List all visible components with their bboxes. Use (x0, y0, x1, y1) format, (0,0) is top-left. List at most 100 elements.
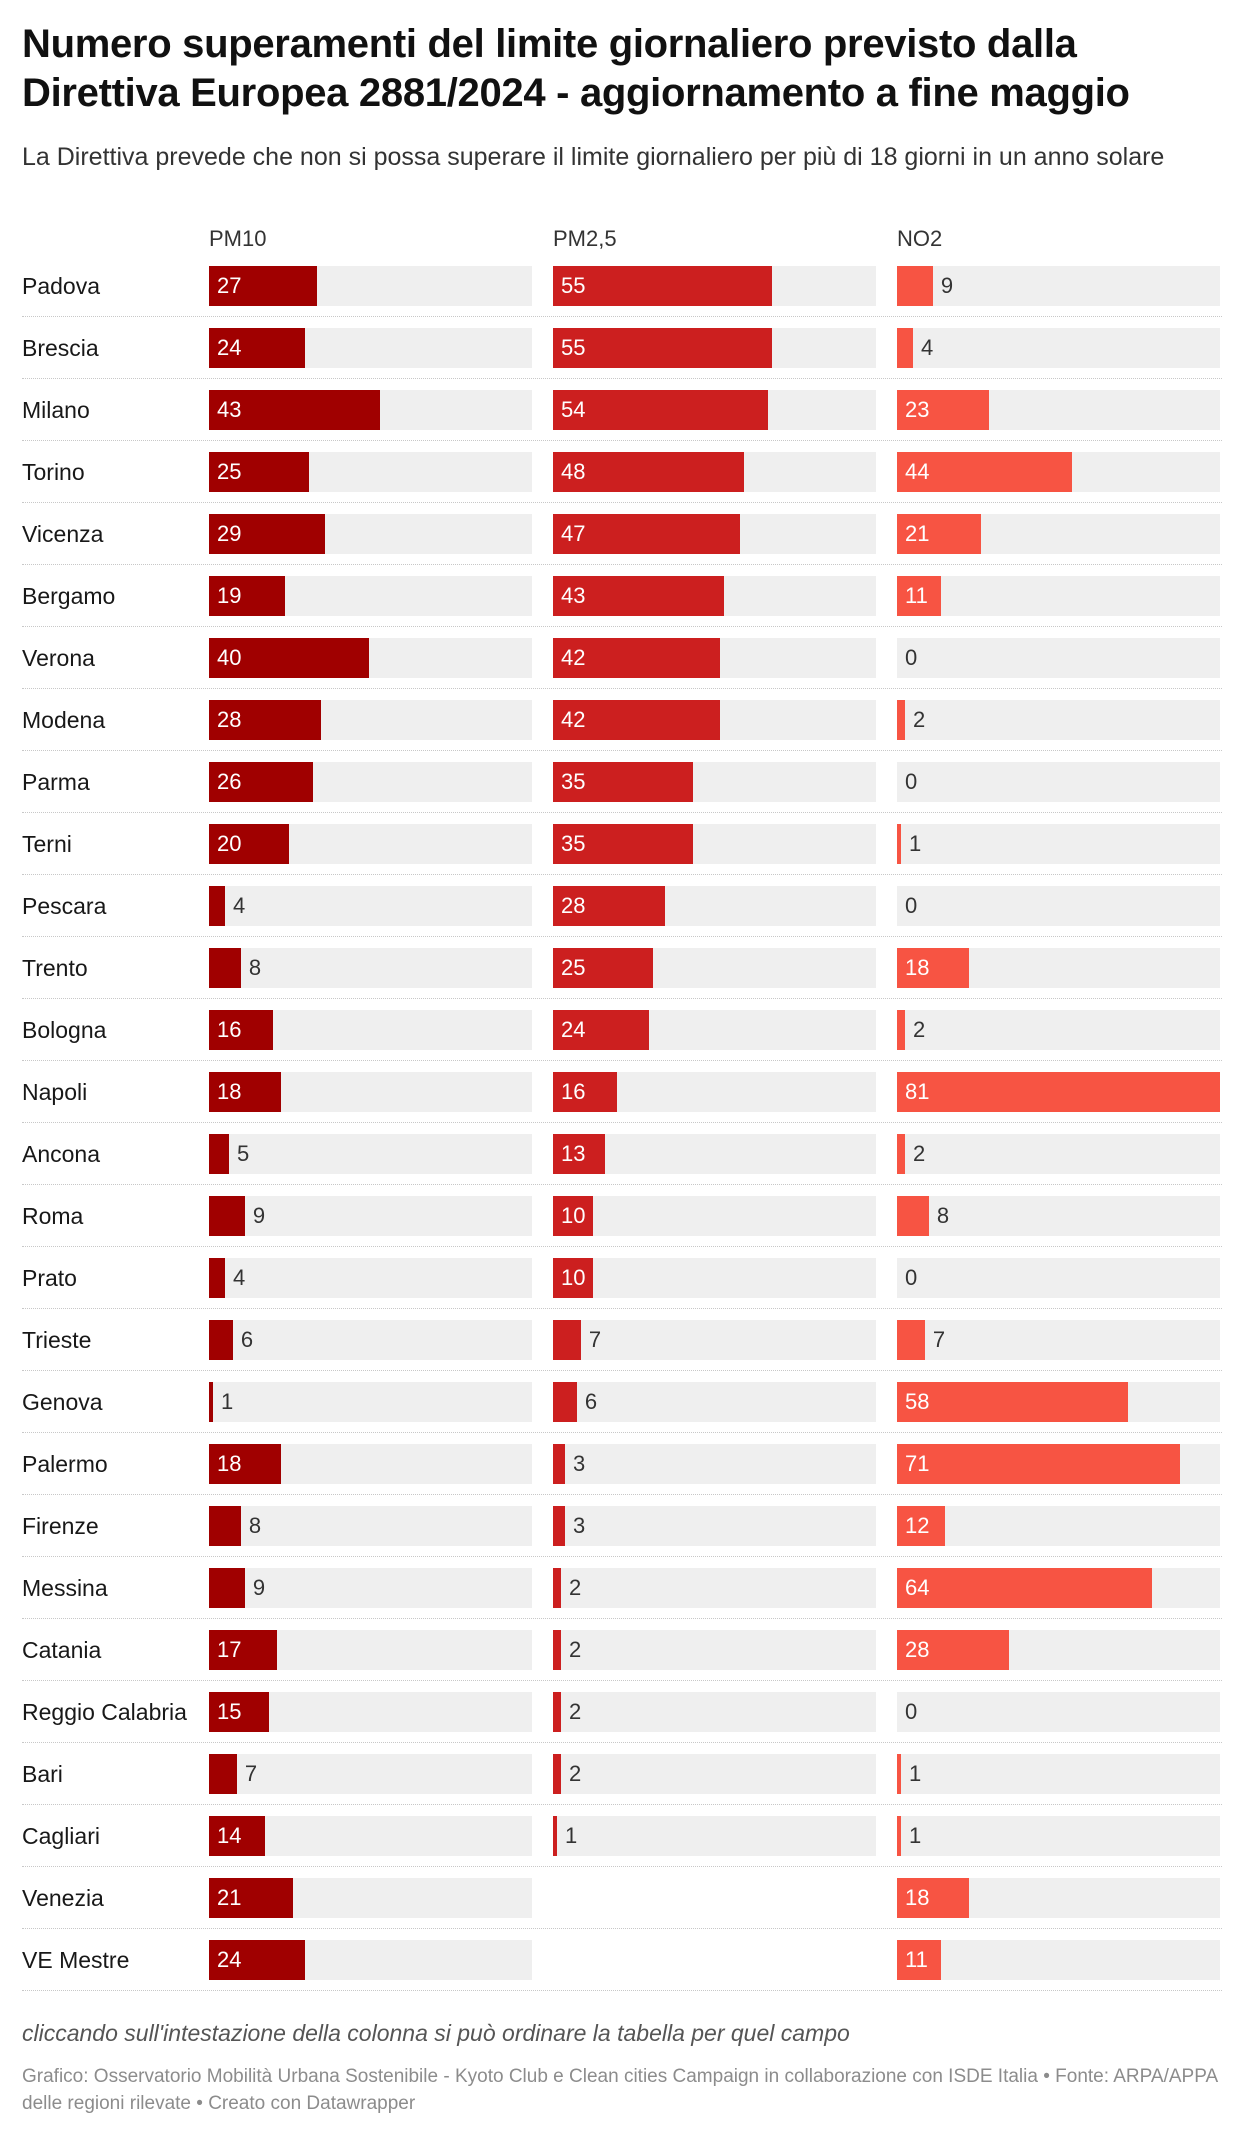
pm10-value-label: 9 (252, 1203, 266, 1228)
pm10-bar-track: 20 (209, 824, 532, 864)
pm10-bar (209, 1506, 241, 1546)
no2-value-label: 0 (905, 645, 918, 670)
pm25-bar-track: 43 (553, 576, 876, 616)
no2-value-label: 18 (905, 1885, 930, 1910)
no2-bar-track: 4 (897, 328, 1220, 368)
no2-value-label: 71 (905, 1451, 930, 1476)
pm25-bar (553, 1382, 577, 1422)
pm10-bar (209, 328, 305, 368)
pm25-bar (553, 1754, 561, 1794)
pm25-bar-track: 16 (553, 1072, 876, 1112)
pm25-bar (553, 1444, 565, 1484)
pm10-bar-track: 9 (209, 1196, 532, 1236)
table-row: Verona 40 42 0 (22, 628, 1222, 689)
no2-bar (897, 1444, 1181, 1484)
table-row: Pescara 4 28 0 (22, 876, 1222, 937)
city-name: Ancona (22, 1141, 101, 1167)
pm10-bar (209, 1072, 281, 1112)
no2-bar (897, 1754, 901, 1794)
pm25-value-label: 54 (561, 397, 586, 422)
table-row: VE Mestre 24 11 (22, 1930, 1222, 1991)
pm25-value-label: 2 (568, 1637, 582, 1662)
city-name: Vicenza (22, 521, 104, 547)
column-header-pm10[interactable]: PM10 (209, 226, 267, 251)
pm25-value-label: 10 (561, 1265, 586, 1290)
no2-bar-track: 21 (897, 514, 1220, 554)
pm10-bar (209, 1382, 213, 1422)
pm10-bar (209, 762, 313, 802)
pm25-value-label: 6 (584, 1389, 598, 1414)
no2-value-label: 23 (905, 397, 930, 422)
pm25-value-label: 35 (561, 769, 586, 794)
table-row: Terni 20 35 1 (22, 814, 1222, 875)
pm25-value-label: 2 (568, 1699, 582, 1724)
no2-value-label: 44 (905, 459, 930, 484)
pm25-bar (553, 1568, 561, 1608)
pm10-bar-track: 9 (209, 1568, 532, 1608)
no2-bar (897, 1320, 925, 1360)
pm25-value-label: 25 (561, 955, 586, 980)
pm10-bar-track: 18 (209, 1444, 532, 1484)
no2-bar (897, 1878, 969, 1918)
city-name: Palermo (22, 1451, 108, 1477)
pm10-value-label: 26 (217, 769, 242, 794)
pm25-bar-track: 48 (553, 452, 876, 492)
pm10-bar-track: 5 (209, 1134, 532, 1174)
pm10-value-label: 43 (217, 397, 242, 422)
city-name: Pescara (22, 893, 107, 919)
no2-value-label: 58 (905, 1389, 930, 1414)
city-name: Roma (22, 1203, 84, 1229)
pm25-value-label: 16 (561, 1079, 586, 1104)
pm25-value-label: 42 (561, 707, 586, 732)
pm25-bar (553, 762, 693, 802)
table-row: Roma 9 10 8 (22, 1186, 1222, 1247)
no2-bar-track: 71 (897, 1444, 1220, 1484)
table-row: Trento 8 25 18 (22, 938, 1222, 999)
pm10-value-label: 17 (217, 1637, 242, 1662)
chart-source: Grafico: Osservatorio Mobilità Urbana So… (22, 2066, 1218, 2114)
city-name: Venezia (22, 1885, 104, 1911)
column-header-pm25[interactable]: PM2,5 (553, 226, 617, 251)
pm10-value-label: 16 (217, 1017, 242, 1042)
pm25-bar (553, 638, 721, 678)
city-name: Prato (22, 1265, 77, 1291)
no2-value-label: 0 (905, 893, 918, 918)
pm25-value-label: 24 (561, 1017, 586, 1042)
city-name: Bologna (22, 1017, 107, 1043)
pm10-value-label: 20 (217, 831, 242, 856)
pm10-bar (209, 1444, 281, 1484)
no2-bar (897, 452, 1073, 492)
no2-value-label: 21 (905, 521, 930, 546)
no2-bar-track: 58 (897, 1382, 1220, 1422)
pm10-bar (209, 1320, 233, 1360)
pm25-bar-track: 3 (553, 1444, 876, 1484)
no2-bar-track: 0 (897, 1692, 1220, 1732)
chart-subtitle: La Direttiva prevede che non si possa su… (22, 143, 1165, 171)
pm25-bar (553, 576, 725, 616)
pm25-bar (553, 1692, 561, 1732)
table-row: Napoli 18 16 81 (22, 1062, 1222, 1123)
pm25-bar-track: 10 (553, 1196, 876, 1236)
no2-bar-track: 7 (897, 1320, 1220, 1360)
pm10-bar (209, 1754, 237, 1794)
pm10-value-label: 18 (217, 1079, 242, 1104)
city-name: Reggio Calabria (22, 1699, 187, 1725)
column-header-no2[interactable]: NO2 (897, 226, 943, 251)
no2-value-label: 0 (905, 769, 918, 794)
pm25-value-label: 13 (561, 1141, 586, 1166)
pm25-bar-track: 28 (553, 886, 876, 926)
pm10-value-label: 4 (232, 1265, 246, 1290)
table-row: Genova 1 6 58 (22, 1372, 1222, 1433)
no2-bar-track: 0 (897, 762, 1220, 802)
pm25-bar (553, 1010, 649, 1050)
no2-value-label: 0 (905, 1699, 918, 1724)
pm10-bar (209, 638, 369, 678)
pm25-bar-track: 42 (553, 638, 876, 678)
pm10-value-label: 40 (217, 645, 242, 670)
city-name: Trento (22, 955, 88, 981)
pm25-bar (553, 390, 769, 430)
table-row: Trieste 6 7 7 (22, 1310, 1222, 1371)
pm25-bar (553, 1506, 565, 1546)
pm10-bar (209, 1878, 293, 1918)
no2-bar (897, 1816, 901, 1856)
